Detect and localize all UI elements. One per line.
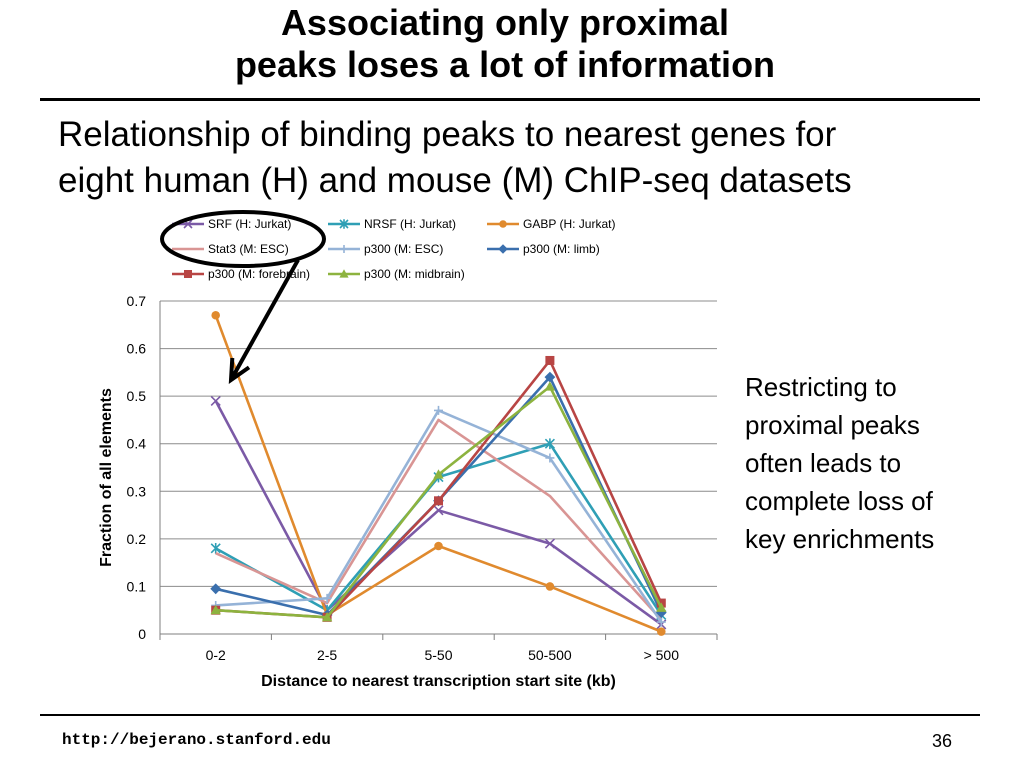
chart-gridlines <box>160 300 717 587</box>
legend-entry: NRSF (H: Jurkat) <box>328 217 456 231</box>
data-point <box>321 611 333 622</box>
slide-subtitle-line-1: Relationship of binding peaks to nearest… <box>58 115 837 154</box>
slide-subtitle-line-2: eight human (H) and mouse (M) ChIP-seq d… <box>58 161 852 200</box>
data-point <box>545 582 555 591</box>
data-point <box>211 310 220 320</box>
slide-title-line-1: Associating only proximal <box>280 2 730 43</box>
data-point <box>499 220 507 228</box>
legend-label: p300 (M: forebrain) <box>208 267 310 281</box>
data-point <box>657 627 666 636</box>
callout-arrow-head <box>228 357 251 385</box>
legend-entry: p300 (M: ESC) <box>328 242 443 256</box>
legend-entry: p300 (M: limb) <box>487 242 600 256</box>
data-point <box>340 245 348 253</box>
side-note-line: often leads to <box>745 448 902 478</box>
side-note-line: Restricting to <box>745 372 897 402</box>
legend-label: GABP (H: Jurkat) <box>523 217 615 231</box>
y-tick-label: 0.2 <box>127 531 147 547</box>
slide-subtitle: Relationship of binding peaks to nearest… <box>58 112 998 204</box>
slide-title: Associating only proximal peaks loses a … <box>0 2 1010 86</box>
footer-divider <box>40 714 980 716</box>
legend-entry: GABP (H: Jurkat) <box>487 217 615 231</box>
page-number: 36 <box>932 731 953 751</box>
data-point <box>544 438 555 450</box>
series-line <box>215 418 663 621</box>
series-line <box>215 409 663 623</box>
data-point <box>545 355 555 365</box>
title-divider <box>40 98 980 101</box>
series-0 <box>210 395 667 630</box>
legend-entry: SRF (H: Jurkat) <box>172 217 291 231</box>
legend-entry: p300 (M: midbrain) <box>328 267 465 281</box>
legend-entry: Stat3 (M: ESC) <box>172 242 289 256</box>
y-tick-label: 0.6 <box>127 341 147 357</box>
y-tick-label: 0.5 <box>127 388 147 404</box>
data-point <box>210 583 222 595</box>
legend-label: NRSF (H: Jurkat) <box>364 217 456 231</box>
slide-title-line-2: peaks loses a lot of information <box>234 44 776 85</box>
side-note-line: key enrichments <box>745 524 935 554</box>
series-2 <box>211 310 666 636</box>
y-tick-label: 0.1 <box>127 578 147 594</box>
y-tick-label: 0.3 <box>127 483 147 499</box>
data-point <box>544 371 556 383</box>
data-point <box>498 244 508 254</box>
chart-axes: 0 0.1 0.2 0.3 0.4 0.5 0.6 0.7 0-2 2-5 5-50 50-500 > … <box>98 293 718 690</box>
callout-arrow-shaft <box>229 259 300 381</box>
series-line <box>215 359 663 619</box>
data-point <box>434 405 443 415</box>
data-point <box>210 542 221 554</box>
data-point <box>210 395 221 406</box>
footer-url: http://bejerano.stanford.edu <box>62 731 331 749</box>
data-point <box>544 381 556 391</box>
legend-label: p300 (M: ESC) <box>364 242 443 256</box>
data-point <box>322 593 332 603</box>
annotation-callout <box>160 210 326 385</box>
data-point <box>433 469 444 479</box>
x-tick-label: 0-2 <box>206 647 226 663</box>
data-point <box>656 617 666 627</box>
legend-label: p300 (M: midbrain) <box>364 267 465 281</box>
data-point <box>544 538 555 549</box>
y-tick-label: 0.7 <box>127 293 147 309</box>
series-4 <box>211 405 666 627</box>
y-tick-label: 0 <box>138 626 146 642</box>
legend-entry: p300 (M: forebrain) <box>172 267 310 281</box>
x-tick-label: 2-5 <box>317 647 337 663</box>
x-tick-label: 5-50 <box>424 647 452 663</box>
legend-label: Stat3 (M: ESC) <box>208 242 289 256</box>
data-point <box>339 269 349 278</box>
side-note-line: proximal peaks <box>745 410 920 440</box>
chart-legend: SRF (H: Jurkat) NRSF (H: Jurkat) GABP (H: … <box>172 217 615 281</box>
data-point <box>434 496 443 506</box>
data-point <box>210 604 221 615</box>
y-axis-title: Fraction of all elements <box>98 388 115 567</box>
data-point <box>339 219 349 229</box>
y-tick-label: 0.4 <box>127 436 147 452</box>
data-point <box>656 602 667 612</box>
data-point <box>184 270 192 278</box>
data-point <box>433 505 444 516</box>
chart-series <box>210 310 667 636</box>
legend-label: p300 (M: limb) <box>523 242 600 256</box>
side-note: Restricting to proximal peaks often lead… <box>745 368 1005 558</box>
x-tick-label: > 500 <box>644 647 680 663</box>
side-note-line: complete loss of <box>745 486 933 516</box>
data-point <box>434 541 443 551</box>
series-3 <box>215 418 663 621</box>
legend-label: SRF (H: Jurkat) <box>208 217 291 231</box>
data-point <box>545 453 555 463</box>
x-tick-label: 50-500 <box>528 647 572 663</box>
x-axis-title: Distance to nearest transcription start … <box>261 673 616 690</box>
series-7 <box>210 381 667 622</box>
callout-ellipse <box>160 210 326 268</box>
